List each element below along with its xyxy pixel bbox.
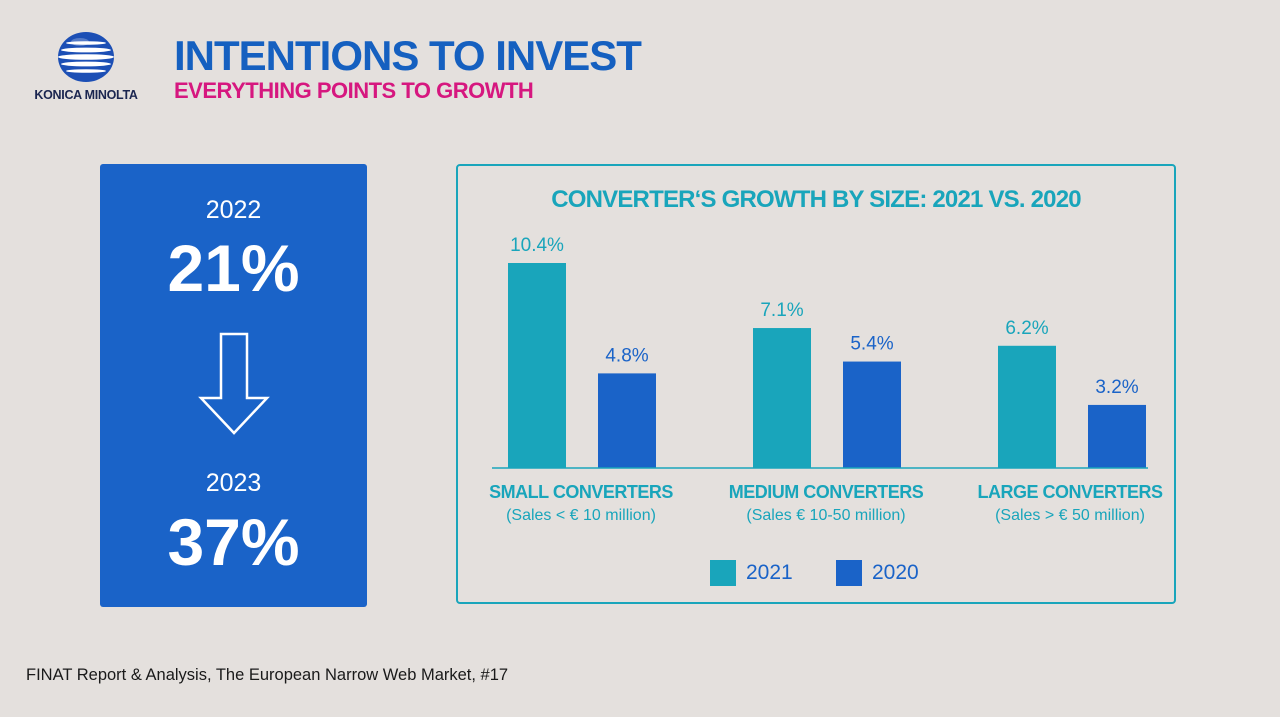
bar-2021-small — [508, 263, 566, 468]
bar-2020-small — [598, 373, 656, 468]
data-label-2020-large: 3.2% — [1095, 377, 1138, 398]
source-citation: FINAT Report & Analysis, The European Na… — [26, 666, 509, 684]
stat-value-2022: 21% — [167, 231, 300, 305]
category-label-large: LARGE CONVERTERS — [977, 482, 1163, 502]
category-label-medium: MEDIUM CONVERTERS — [728, 482, 924, 502]
legend-swatch-2021 — [710, 560, 736, 586]
brand-logo: KONICA MINOLTA — [24, 30, 148, 106]
legend-label-2021: 2021 — [746, 561, 793, 584]
data-label-2021-small: 10.4% — [510, 235, 564, 256]
bar-2020-medium — [843, 361, 901, 468]
category-sublabel-large: (Sales > € 50 million) — [995, 507, 1145, 524]
bar-2021-large — [998, 345, 1056, 468]
category-sublabel-medium: (Sales € 10-50 million) — [746, 507, 906, 524]
page-subtitle: EVERYTHING POINTS TO GROWTH — [174, 78, 534, 103]
bar-2020-large — [1088, 404, 1146, 468]
chart-panel: CONVERTER‘S GROWTH BY SIZE: 2021 VS. 202… — [456, 164, 1176, 604]
chart-title: CONVERTER‘S GROWTH BY SIZE: 2021 VS. 202… — [551, 186, 1081, 213]
data-label-2021-medium: 7.1% — [760, 300, 803, 321]
category-label-small: SMALL CONVERTERS — [489, 482, 673, 502]
category-sublabel-small: (Sales < € 10 million) — [506, 507, 656, 524]
data-label-2020-medium: 5.4% — [850, 334, 893, 355]
legend-label-2020: 2020 — [872, 561, 919, 584]
stat-value-2023: 37% — [167, 505, 300, 579]
bar-2021-medium — [753, 328, 811, 468]
bar-chart: 10.4% 7.1% 6.2% 4.8% 5.4% 3.2% — [492, 235, 1148, 469]
brand-name: KONICA MINOLTA — [34, 88, 138, 102]
globe-logo-icon — [58, 32, 114, 82]
data-label-2020-small: 4.8% — [605, 345, 648, 366]
data-label-2021-large: 6.2% — [1005, 318, 1048, 339]
stat-year-2022: 2022 — [205, 196, 262, 224]
legend-swatch-2020 — [836, 560, 862, 586]
stat-year-2023: 2023 — [205, 469, 262, 497]
down-arrow-icon — [198, 332, 270, 435]
investment-intention-panel: 2022 21% 2023 37% — [100, 164, 367, 607]
page-title: INTENTIONS TO INVEST — [174, 32, 642, 79]
